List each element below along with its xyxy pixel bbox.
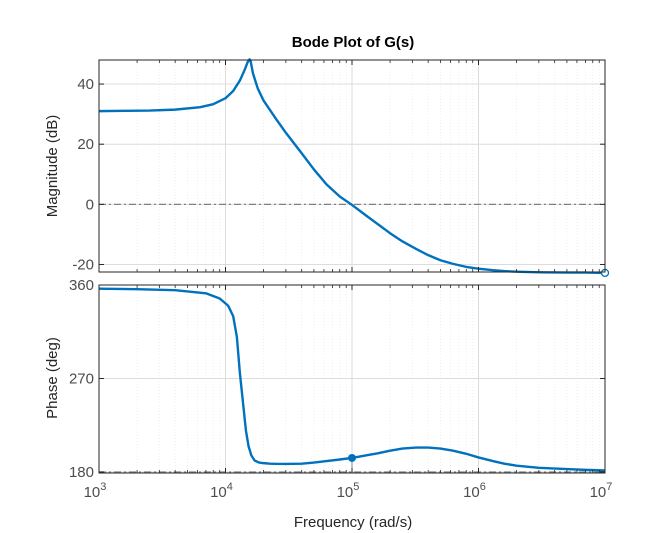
magnitude-y-tick-label: 40 (77, 76, 94, 93)
magnitude-series-line (98, 58, 606, 275)
x-tick-labels: 103 104 105 106 107 (84, 481, 613, 501)
magnitude-y-tick-label: 0 (86, 196, 94, 213)
phase-marker (348, 453, 356, 462)
phase-axis-label: Phase (deg) (44, 337, 61, 419)
x-tick-label: 107 (590, 481, 613, 501)
magnitude-axis-label: Magnitude (dB) (44, 115, 61, 218)
phase-y-tick-label: 180 (69, 464, 94, 481)
x-tick-label: 104 (210, 481, 233, 501)
phase-y-tick-label: 360 (69, 277, 94, 294)
phase-y-tick-label: 270 (69, 370, 94, 387)
chart-title: Bode Plot of G(s) (292, 34, 415, 51)
x-tick-label: 106 (463, 481, 486, 501)
phase-panel: 360 270 180 (69, 277, 606, 481)
magnitude-y-tick-label: -20 (72, 256, 94, 273)
x-tick-label: 105 (337, 481, 360, 501)
frequency-axis-label: Frequency (rad/s) (294, 514, 412, 531)
magnitude-panel: 40 20 0 -20 (72, 58, 610, 278)
phase-series-line (98, 287, 606, 472)
x-tick-label: 103 (84, 481, 107, 501)
magnitude-y-tick-label: 20 (77, 136, 94, 153)
